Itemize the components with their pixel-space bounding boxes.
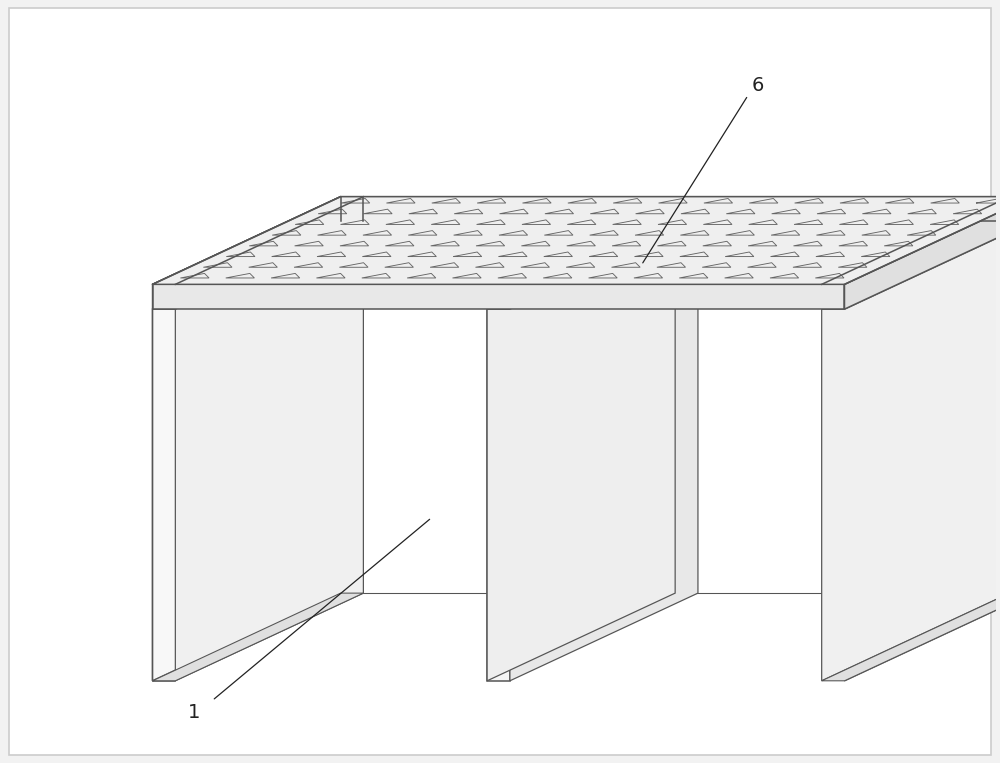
Polygon shape bbox=[510, 221, 698, 681]
Polygon shape bbox=[822, 593, 1000, 681]
Polygon shape bbox=[153, 593, 363, 681]
Polygon shape bbox=[175, 221, 363, 681]
Polygon shape bbox=[153, 197, 341, 309]
Polygon shape bbox=[153, 221, 341, 681]
Polygon shape bbox=[822, 221, 1000, 309]
Polygon shape bbox=[341, 197, 1000, 221]
Polygon shape bbox=[487, 221, 675, 681]
Polygon shape bbox=[487, 309, 510, 681]
Polygon shape bbox=[487, 221, 698, 309]
Polygon shape bbox=[822, 221, 1000, 681]
Polygon shape bbox=[153, 285, 844, 309]
Polygon shape bbox=[844, 197, 1000, 309]
Text: 1: 1 bbox=[188, 703, 200, 722]
Polygon shape bbox=[153, 309, 175, 681]
Polygon shape bbox=[153, 221, 363, 309]
Polygon shape bbox=[153, 221, 341, 681]
Text: 6: 6 bbox=[752, 76, 764, 95]
Polygon shape bbox=[844, 221, 1000, 681]
Polygon shape bbox=[153, 197, 1000, 285]
Polygon shape bbox=[153, 197, 1000, 285]
